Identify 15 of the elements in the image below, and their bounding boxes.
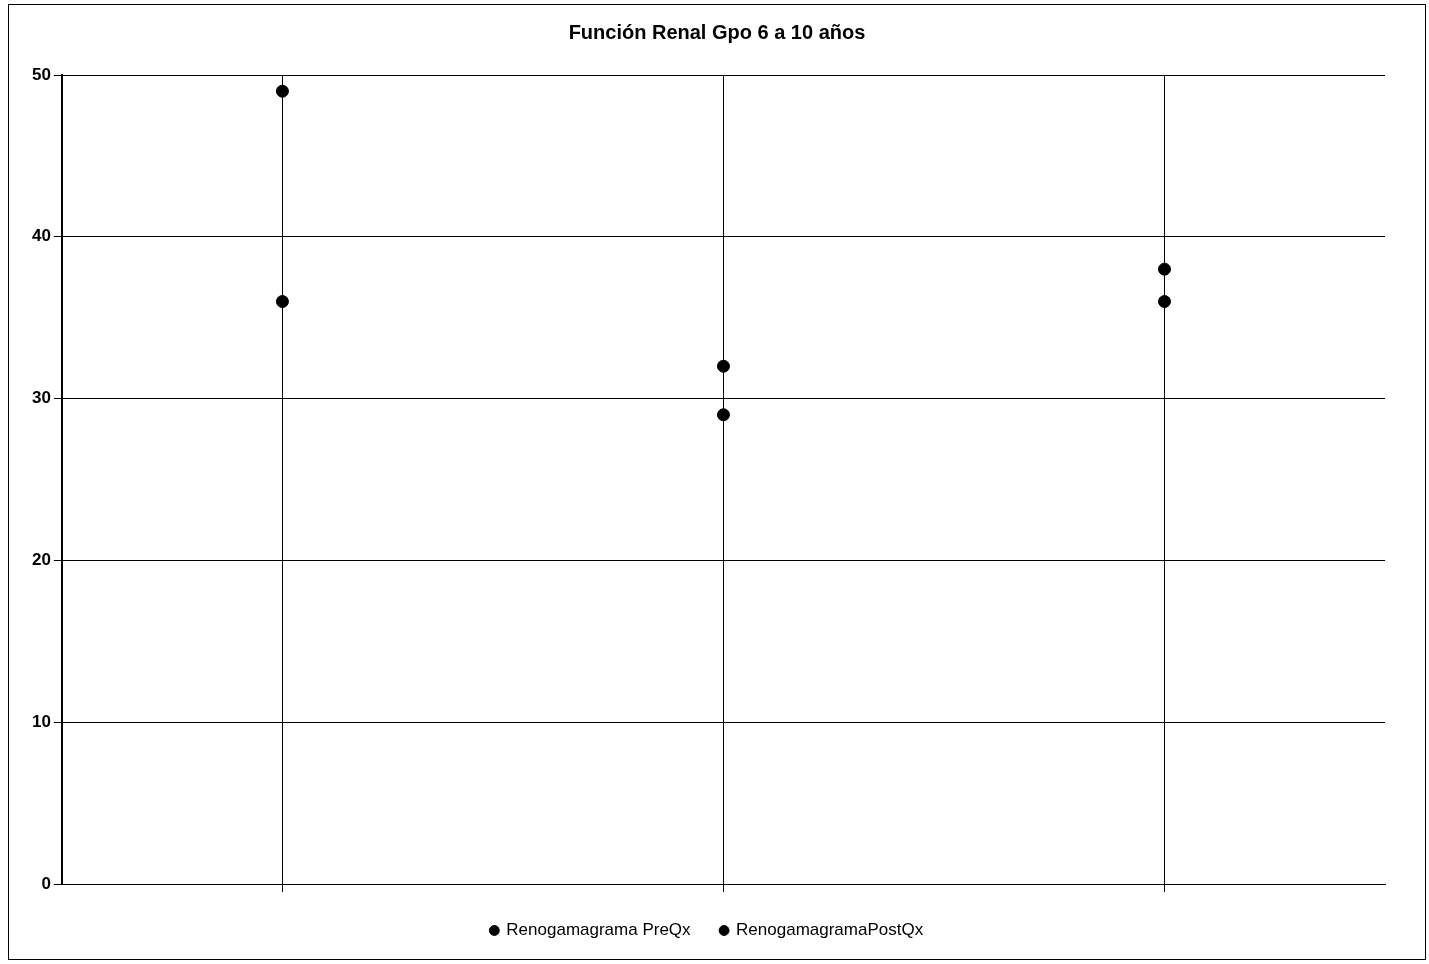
point [716,359,730,373]
y-tick-label: 50 [31,64,51,84]
point [1157,295,1171,309]
point [275,295,289,309]
legend-label: Renogamagrama PreQx [506,920,692,940]
legend-label: RenogamagramaPostQx [736,920,924,940]
y-tick-label: 0 [41,873,51,893]
point [275,84,289,98]
y-tick-label: 20 [31,550,51,570]
y-tick-label: 10 [31,711,51,731]
point [716,408,730,422]
y-tick-label: 30 [31,388,51,408]
chart-title: Función Renal Gpo 6 a 10 años [567,21,867,44]
y-tick-label: 40 [31,226,51,246]
point [1157,262,1171,276]
